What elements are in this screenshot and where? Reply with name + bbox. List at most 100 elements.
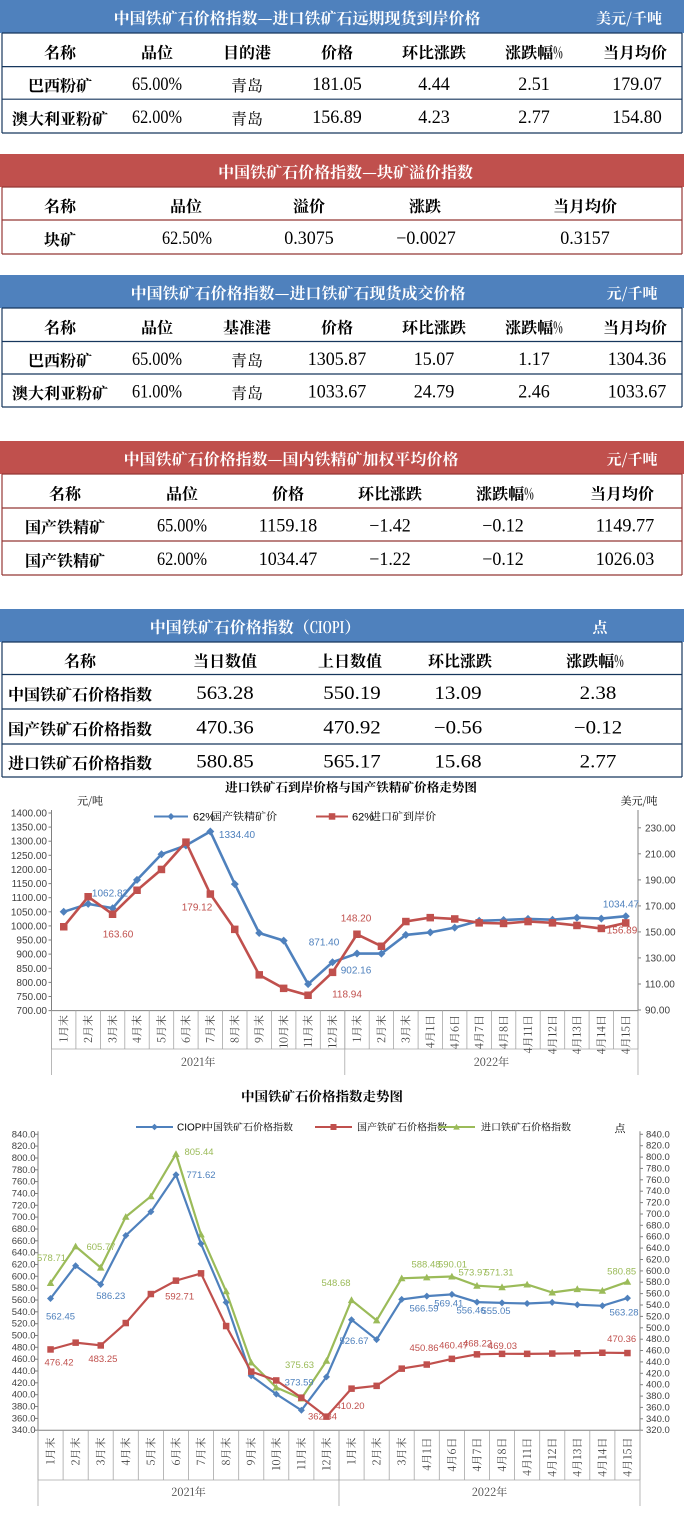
svg-text:900.00: 900.00 xyxy=(16,950,47,961)
svg-text:0.3075: 0.3075 xyxy=(284,229,334,249)
svg-text:800.0: 800.0 xyxy=(646,1152,670,1163)
svg-text:460.47: 460.47 xyxy=(439,1340,468,1351)
svg-text:560.0: 560.0 xyxy=(646,1289,670,1300)
svg-text:179.07: 179.07 xyxy=(612,75,662,95)
svg-text:1000.00: 1000.00 xyxy=(11,921,48,932)
svg-text:483.25: 483.25 xyxy=(88,1354,117,1365)
svg-text:480.0: 480.0 xyxy=(12,1342,36,1353)
svg-text:400.0: 400.0 xyxy=(646,1380,670,1391)
svg-text:1034.47: 1034.47 xyxy=(603,900,640,911)
svg-text:871.40: 871.40 xyxy=(309,938,340,949)
svg-text:820.0: 820.0 xyxy=(12,1141,36,1152)
svg-text:15.68: 15.68 xyxy=(434,753,481,773)
svg-text:320.0: 320.0 xyxy=(646,1425,670,1436)
svg-text:2.77: 2.77 xyxy=(580,753,617,773)
svg-text:700.0: 700.0 xyxy=(12,1212,36,1223)
svg-text:740.0: 740.0 xyxy=(646,1186,670,1197)
svg-text:1400.00: 1400.00 xyxy=(11,809,48,820)
svg-text:660.0: 660.0 xyxy=(646,1232,670,1243)
svg-text:1050.00: 1050.00 xyxy=(11,907,48,918)
svg-text:680.0: 680.0 xyxy=(646,1220,670,1231)
svg-text:520.0: 520.0 xyxy=(12,1319,36,1330)
svg-text:62.00%: 62.00% xyxy=(157,550,207,570)
svg-text:1304.36: 1304.36 xyxy=(608,350,667,370)
svg-text:148.20: 148.20 xyxy=(341,914,372,925)
svg-text:580.85: 580.85 xyxy=(607,1266,636,1277)
svg-text:750.00: 750.00 xyxy=(16,992,47,1003)
svg-text:−0.0027: −0.0027 xyxy=(396,229,456,249)
svg-text:0.3157: 0.3157 xyxy=(560,229,610,249)
svg-text:420.0: 420.0 xyxy=(12,1378,36,1389)
svg-text:65.00%: 65.00% xyxy=(157,517,207,537)
svg-text:380.0: 380.0 xyxy=(12,1402,36,1413)
svg-text:360.0: 360.0 xyxy=(12,1413,36,1424)
svg-text:1062.82: 1062.82 xyxy=(92,889,129,900)
svg-text:578.71: 578.71 xyxy=(37,1253,66,1264)
svg-text:156.89: 156.89 xyxy=(312,108,362,128)
svg-text:565.17: 565.17 xyxy=(323,753,381,773)
svg-text:1150.00: 1150.00 xyxy=(12,879,48,890)
svg-text:65.00%: 65.00% xyxy=(132,350,182,370)
svg-text:588.48: 588.48 xyxy=(411,1259,440,1270)
svg-text:2.46: 2.46 xyxy=(518,383,550,403)
svg-text:660.0: 660.0 xyxy=(12,1236,36,1247)
svg-text:340.0: 340.0 xyxy=(12,1425,36,1436)
svg-text:720.0: 720.0 xyxy=(12,1200,36,1211)
svg-text:1100.00: 1100.00 xyxy=(12,893,48,904)
svg-text:1300.00: 1300.00 xyxy=(11,837,48,848)
svg-text:420.0: 420.0 xyxy=(646,1368,670,1379)
svg-text:1305.87: 1305.87 xyxy=(308,350,367,370)
svg-text:170.00: 170.00 xyxy=(645,901,676,912)
svg-text:375.63: 375.63 xyxy=(285,1360,314,1371)
svg-text:780.0: 780.0 xyxy=(646,1163,670,1174)
svg-text:476.42: 476.42 xyxy=(44,1358,73,1369)
svg-text:500.0: 500.0 xyxy=(646,1323,670,1334)
svg-text:13.09: 13.09 xyxy=(434,684,481,704)
svg-text:1033.67: 1033.67 xyxy=(308,383,367,403)
svg-text:605.77: 605.77 xyxy=(86,1242,115,1253)
svg-text:586.23: 586.23 xyxy=(96,1291,125,1302)
svg-text:540.0: 540.0 xyxy=(646,1300,670,1311)
svg-text:440.0: 440.0 xyxy=(12,1366,36,1377)
svg-text:470.92: 470.92 xyxy=(323,719,381,739)
svg-text:181.05: 181.05 xyxy=(312,75,362,95)
svg-text:560.0: 560.0 xyxy=(12,1295,36,1306)
svg-text:562.45: 562.45 xyxy=(46,1311,75,1322)
svg-text:373.59: 373.59 xyxy=(285,1378,314,1389)
svg-text:780.0: 780.0 xyxy=(12,1165,36,1176)
svg-text:700.0: 700.0 xyxy=(646,1209,670,1220)
svg-text:600.0: 600.0 xyxy=(646,1266,670,1277)
svg-text:1.17: 1.17 xyxy=(518,350,550,370)
svg-text:468.22: 468.22 xyxy=(463,1339,492,1350)
svg-text:700.00: 700.00 xyxy=(16,1006,47,1017)
svg-text:520.0: 520.0 xyxy=(646,1311,670,1322)
svg-text:460.0: 460.0 xyxy=(646,1346,670,1357)
svg-text:550.19: 550.19 xyxy=(323,684,381,704)
svg-text:1334.40: 1334.40 xyxy=(219,830,256,841)
svg-text:362.84: 362.84 xyxy=(308,1412,337,1423)
svg-text:556.46: 556.46 xyxy=(456,1306,485,1317)
svg-text:620.0: 620.0 xyxy=(12,1260,36,1271)
svg-text:1159.18: 1159.18 xyxy=(259,517,318,537)
svg-text:90.00: 90.00 xyxy=(645,1006,670,1017)
svg-text:230.00: 230.00 xyxy=(645,823,676,834)
svg-text:360.0: 360.0 xyxy=(646,1402,670,1413)
svg-text:590.01: 590.01 xyxy=(438,1259,467,1270)
svg-text:680.0: 680.0 xyxy=(12,1224,36,1235)
svg-text:580.0: 580.0 xyxy=(12,1283,36,1294)
svg-text:573.97: 573.97 xyxy=(458,1267,487,1278)
svg-text:2.77: 2.77 xyxy=(518,108,550,128)
svg-text:62.00%: 62.00% xyxy=(132,108,182,128)
svg-text:62.50%: 62.50% xyxy=(162,229,212,249)
svg-text:480.0: 480.0 xyxy=(646,1334,670,1345)
svg-text:1034.47: 1034.47 xyxy=(259,550,318,570)
svg-text:410.20: 410.20 xyxy=(335,1401,364,1412)
svg-text:850.00: 850.00 xyxy=(16,964,47,975)
svg-text:840.0: 840.0 xyxy=(646,1129,670,1140)
svg-text:805.44: 805.44 xyxy=(184,1147,213,1158)
svg-text:548.68: 548.68 xyxy=(321,1278,350,1289)
svg-text:440.0: 440.0 xyxy=(646,1357,670,1368)
svg-text:563.28: 563.28 xyxy=(196,684,254,704)
svg-text:4.23: 4.23 xyxy=(418,108,450,128)
svg-text:65.00%: 65.00% xyxy=(132,75,182,95)
